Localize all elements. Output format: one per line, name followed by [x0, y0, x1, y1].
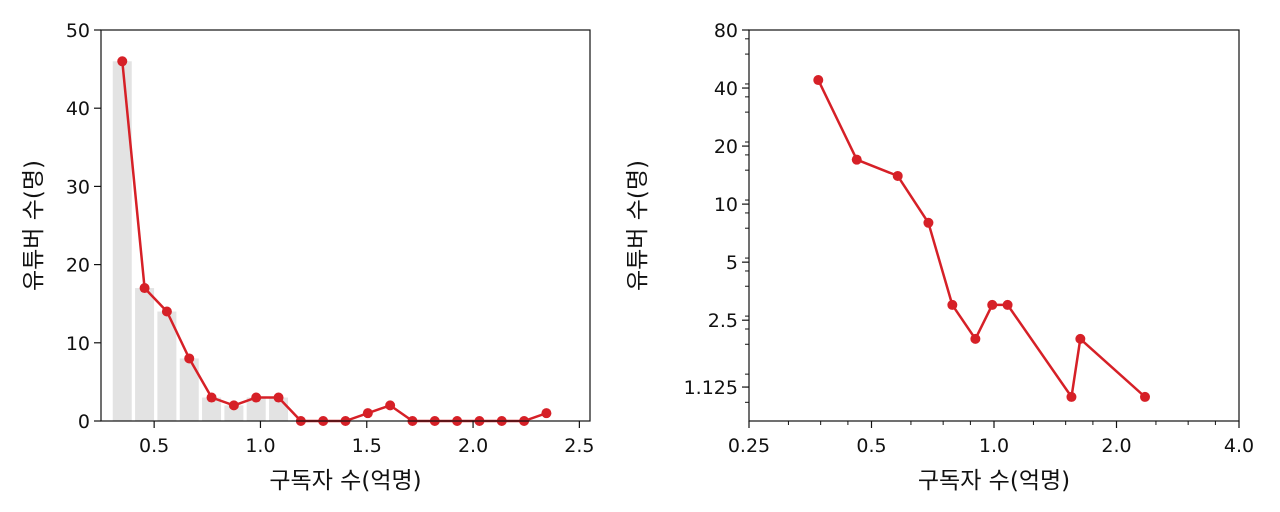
y-tick-label: 50 — [66, 20, 90, 42]
data-point — [139, 283, 150, 294]
data-point — [892, 170, 903, 181]
data-point — [206, 392, 217, 403]
y-tick-label: 40 — [714, 78, 738, 100]
y-tick-label: 10 — [714, 194, 738, 216]
data-point — [362, 408, 373, 419]
data-point — [161, 306, 172, 317]
data-point — [813, 75, 824, 86]
bar — [112, 61, 132, 421]
y-tick-label: 20 — [66, 255, 90, 277]
plot-frame — [100, 29, 591, 422]
data-point — [117, 56, 128, 67]
x-tick-label: 0.5 — [139, 435, 169, 457]
y-tick-label: 80 — [714, 20, 738, 42]
bar — [157, 311, 177, 421]
y-tick-label: 5 — [726, 252, 738, 274]
data-point — [273, 392, 284, 403]
x-tick-label: 0.25 — [728, 435, 770, 457]
y-tick-label: 0 — [78, 411, 90, 433]
x-tick-label: 2.5 — [564, 435, 594, 457]
x-axis-label: 구독자 수(억명) — [918, 468, 1070, 494]
x-tick-label: 1.0 — [245, 435, 275, 457]
series-line — [817, 79, 1146, 399]
y-tick-label: 2.5 — [708, 310, 738, 332]
data-point — [1075, 333, 1086, 344]
data-point — [184, 353, 195, 364]
data-point — [1140, 391, 1151, 402]
bar — [202, 397, 222, 421]
data-point — [970, 333, 981, 344]
data-point — [1066, 391, 1077, 402]
y-axis-label: 유튜버 수(명) — [21, 160, 47, 291]
data-point — [947, 299, 958, 310]
x-axis-label: 구독자 수(억명) — [269, 468, 421, 494]
y-tick-label: 30 — [66, 176, 90, 198]
y-tick-label: 20 — [714, 136, 738, 158]
data-point — [851, 154, 862, 165]
data-point — [1002, 299, 1013, 310]
x-tick-label: 1.0 — [979, 435, 1009, 457]
y-axis-label: 유튜버 수(명) — [625, 160, 651, 291]
data-point — [541, 408, 552, 419]
y-tick-label: 1.125 — [684, 377, 738, 399]
chart-left-linear: 0.5 1.0 1.5 2.0 2.5 0 10 20 30 40 50 구독자 수(억명) 유튜버 수… — [21, 20, 594, 494]
x-tick-label: 4.0 — [1224, 435, 1254, 457]
data-point — [923, 217, 934, 228]
data-point — [228, 400, 239, 411]
bar — [179, 358, 199, 421]
y-tick-label: 10 — [66, 333, 90, 355]
x-tick-label: 2.0 — [458, 435, 488, 457]
x-tick-label: 1.5 — [352, 435, 382, 457]
data-point — [987, 299, 998, 310]
bar — [224, 405, 244, 421]
y-tick-label: 40 — [66, 98, 90, 120]
x-tick-label: 2.0 — [1101, 435, 1131, 457]
data-point — [385, 400, 396, 411]
x-tick-label: 0.5 — [856, 435, 886, 457]
chart-right-log: 0.25 0.5 1.0 2.0 4.0 1.125 2.5 5 10 20 40 80 구독자 수(억… — [625, 20, 1254, 494]
bar — [135, 288, 155, 421]
bar — [246, 397, 266, 421]
data-point — [251, 392, 262, 403]
